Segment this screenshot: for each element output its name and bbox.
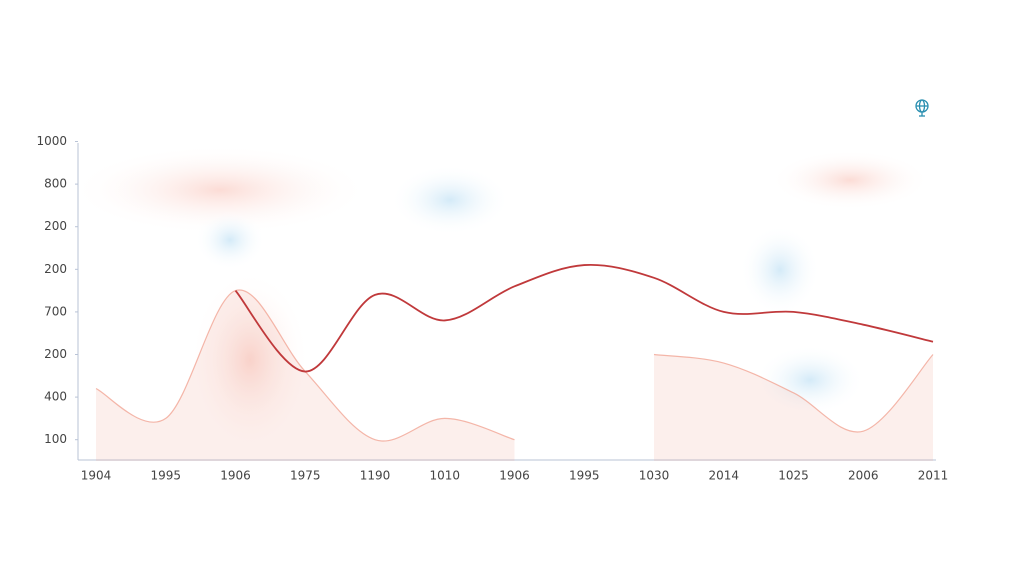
y-tick-label: 400: [44, 390, 67, 404]
x-tick-label: 1010: [429, 469, 460, 483]
x-tick-label: 1906: [220, 469, 251, 483]
x-tick-label: 2011: [918, 469, 949, 483]
area: [96, 289, 515, 461]
globe-icon: [915, 99, 929, 117]
x-tick-label: 1995: [569, 469, 600, 483]
y-tick-label: 200: [44, 262, 67, 276]
area: [654, 354, 933, 461]
y-tick-label: 200: [44, 219, 67, 233]
line: [95, 289, 515, 442]
x-tick-label: 1025: [778, 469, 809, 483]
x-tick-label: 2014: [708, 469, 739, 483]
x-tick-label: 1975: [290, 469, 321, 483]
x-tick-label: 1906: [499, 469, 530, 483]
y-tick-label: 700: [44, 304, 67, 318]
x-tick-label: 1995: [150, 469, 181, 483]
y-tick-label: 200: [44, 347, 67, 361]
line: [653, 353, 934, 433]
map-background: [70, 145, 930, 450]
x-tick-label: 1030: [639, 469, 670, 483]
line: [234, 263, 934, 373]
y-tick-label: 100: [44, 432, 67, 446]
x-tick-label: 2006: [848, 469, 879, 483]
y-tick-label: 1000: [36, 134, 67, 148]
x-tick-label: 1190: [360, 469, 391, 483]
y-tick-label: 800: [44, 177, 67, 191]
x-tick-label: 1904: [81, 469, 112, 483]
